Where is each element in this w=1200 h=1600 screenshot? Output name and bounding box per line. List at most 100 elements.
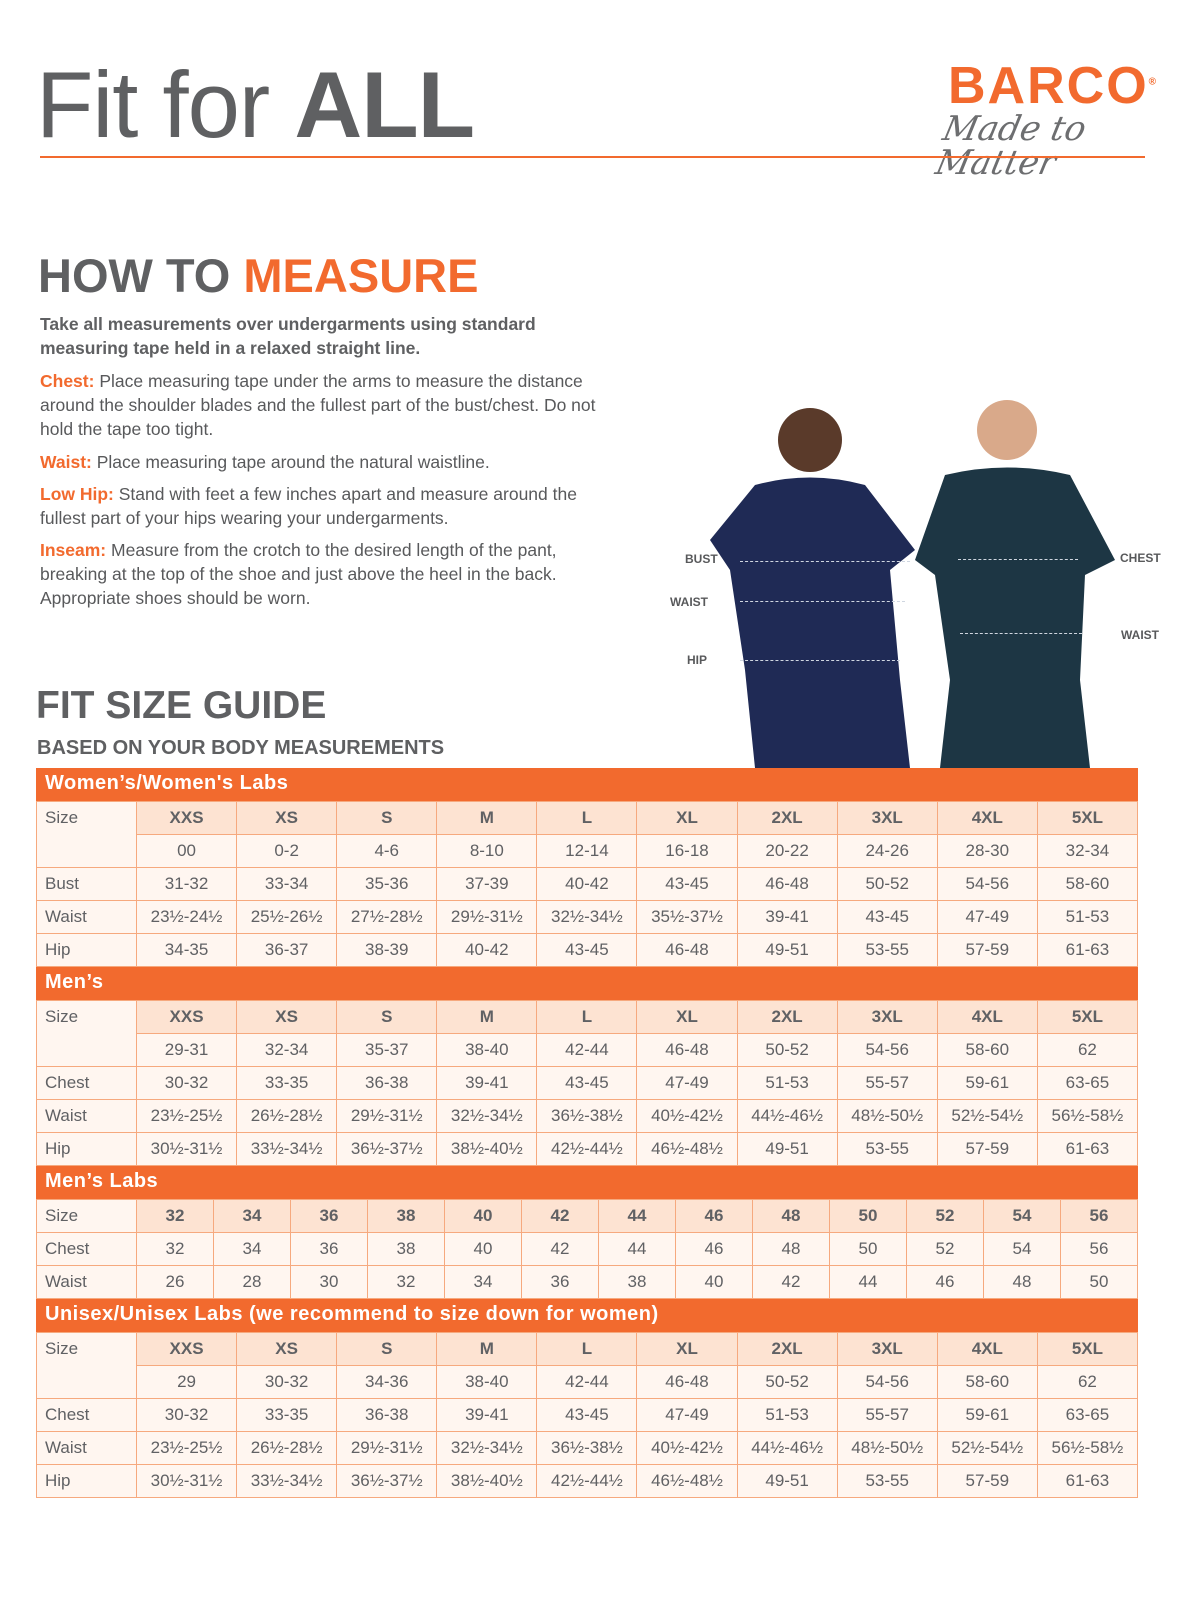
row-label: Hip — [36, 1132, 137, 1166]
measurement-cell: 40½-42½ — [636, 1431, 738, 1465]
measurement-cell: 32 — [136, 1232, 214, 1266]
table-row: Chest 32 34 36 38 40 42 44 46 48 50 52 54 56 — [36, 1232, 1138, 1266]
row-label: Chest — [36, 1398, 137, 1432]
size-header-cell: 44 — [598, 1199, 676, 1233]
measurement-cell: 46 — [675, 1232, 753, 1266]
measurement-cell: 27½-28½ — [336, 900, 438, 934]
measurement-cell: 36½-38½ — [536, 1431, 638, 1465]
size-tables: Women’s/Women's Labs Size XXS XS S M L XL 2XL 3XL… — [36, 768, 1139, 1498]
size-header-cell: S — [336, 1332, 438, 1366]
inseam-instruction: Inseam: Measure from the crotch to the d… — [40, 538, 610, 610]
table-row: Size 32 34 36 38 40 42 44 46 48 50 52 54 56 — [36, 1199, 1138, 1233]
measurement-cell: 40 — [444, 1232, 522, 1266]
measurement-cell: 53-55 — [836, 1464, 938, 1498]
measurement-cell: 46-48 — [636, 933, 738, 967]
numeric-size-cell: 12-14 — [536, 834, 638, 868]
hip-instruction: Low Hip: Stand with feet a few inches ap… — [40, 482, 610, 530]
measurement-cell: 36-38 — [336, 1398, 438, 1432]
row-label: Waist — [36, 1099, 137, 1133]
heading-accent: MEASURE — [243, 249, 479, 302]
size-header-cell: XXS — [135, 1000, 238, 1034]
measurement-cell: 36-37 — [236, 933, 338, 967]
measurement-cell: 44 — [829, 1265, 907, 1299]
measurement-cell: 25½-26½ — [236, 900, 338, 934]
measurement-cell: 29½-31½ — [336, 1099, 438, 1133]
table-row: Hip 30½-31½ 33½-34½ 36½-37½ 38½-40½ 42½-44½ 46… — [36, 1464, 1139, 1498]
measurement-cell: 47-49 — [636, 1398, 738, 1432]
measurement-cell: 53-55 — [836, 1132, 938, 1166]
measurement-cell: 54 — [983, 1232, 1061, 1266]
table-row: Chest 30-32 33-35 36-38 39-41 43-45 47-49 51-53… — [36, 1398, 1139, 1432]
table-row: Waist 23½-25½ 26½-28½ 29½-31½ 32½-34½ 36½-38½… — [36, 1431, 1139, 1465]
table-row: Hip 34-35 36-37 38-39 40-42 43-45 46-48 49-51 53… — [36, 933, 1139, 967]
chest-instruction: Chest: Place measuring tape under the ar… — [40, 369, 610, 441]
size-header-cell: 5XL — [1036, 801, 1139, 835]
model-photo: BUST WAIST HIP CHEST WAIST — [660, 380, 1180, 768]
size-header-cell: 38 — [367, 1199, 445, 1233]
measurement-cell: 33-34 — [236, 867, 338, 901]
measurement-cell: 58-60 — [1036, 867, 1139, 901]
page-title: Fit for ALL — [36, 58, 475, 152]
measurement-cell: 38-39 — [336, 933, 438, 967]
measurement-cell: 40½-42½ — [636, 1099, 738, 1133]
measurement-cell: 43-45 — [536, 1398, 638, 1432]
text: Place measuring tape around the natural … — [96, 452, 490, 472]
size-header-cell: 52 — [906, 1199, 984, 1233]
measurement-cell: 23½-24½ — [135, 900, 238, 934]
measurement-cell: 38 — [367, 1232, 445, 1266]
measurement-cell: 38 — [598, 1265, 676, 1299]
measurement-cell: 50-52 — [836, 867, 938, 901]
measurement-cell: 56½-58½ — [1036, 1431, 1139, 1465]
measurement-cell: 33½-34½ — [236, 1464, 338, 1498]
numeric-size-cell: 0-2 — [236, 834, 338, 868]
bust-label: BUST — [685, 552, 718, 566]
size-table: Size XXS XS S M L XL 2XL 3XL 4XL 5XL 29 30-32 34-36 38… — [36, 1332, 1139, 1498]
numeric-size-cell: 20-22 — [736, 834, 838, 868]
measurement-cell: 40-42 — [436, 933, 538, 967]
numeric-size-cell: 38-40 — [436, 1365, 538, 1399]
numeric-size-cell: 24-26 — [836, 834, 938, 868]
measurement-cell: 30½-31½ — [135, 1132, 238, 1166]
size-table-title: Unisex/Unisex Labs (we recommend to size… — [36, 1299, 1138, 1332]
measurement-cell: 34-35 — [135, 933, 238, 967]
size-header-cell: 48 — [752, 1199, 830, 1233]
measurement-cell: 59-61 — [936, 1066, 1038, 1100]
measurement-cell: 35-36 — [336, 867, 438, 901]
measurement-cell: 38½-40½ — [436, 1132, 538, 1166]
size-header-cell: S — [336, 1000, 438, 1034]
measurement-cell: 55-57 — [836, 1066, 938, 1100]
size-header-cell: XL — [636, 1332, 738, 1366]
measurement-cell: 56½-58½ — [1036, 1099, 1139, 1133]
numeric-size-cell: 46-48 — [636, 1033, 738, 1067]
size-table-title: Women’s/Women's Labs — [36, 768, 1138, 801]
size-header-cell: XS — [236, 1332, 338, 1366]
size-header-cell: 3XL — [836, 1000, 938, 1034]
row-label: Waist — [36, 1431, 137, 1465]
numeric-size-cell: 42-44 — [536, 1033, 638, 1067]
text: Stand with feet a few inches apart and m… — [40, 484, 577, 528]
measurement-cell: 32½-34½ — [436, 1431, 538, 1465]
row-label: Hip — [36, 1464, 137, 1498]
measurement-cell: 43-45 — [536, 1066, 638, 1100]
size-header-cell: XL — [636, 801, 738, 835]
size-header-cell: L — [536, 1332, 638, 1366]
measurement-cell: 52 — [906, 1232, 984, 1266]
table-row: 29 30-32 34-36 38-40 42-44 46-48 50-52 54-56 58-… — [37, 1365, 1139, 1399]
how-to-measure-heading: HOW TO MEASURE — [38, 252, 478, 299]
measurement-cell: 51-53 — [1036, 900, 1139, 934]
numeric-size-cell: 32-34 — [236, 1033, 338, 1067]
measurement-cell: 37-39 — [436, 867, 538, 901]
measurement-cell: 55-57 — [836, 1398, 938, 1432]
numeric-size-cell: 4-6 — [336, 834, 438, 868]
size-header-cell: 4XL — [936, 1332, 1038, 1366]
title-light: Fit for — [36, 52, 295, 157]
measurement-cell: 63-65 — [1036, 1066, 1139, 1100]
measurement-cell: 31-32 — [135, 867, 238, 901]
measurement-cell: 39-41 — [436, 1066, 538, 1100]
measurement-cell: 30½-31½ — [135, 1464, 238, 1498]
numeric-size-cell: 32-34 — [1036, 834, 1139, 868]
barco-logo: BARCO® Made to Matter — [932, 60, 1160, 183]
numeric-size-cell: 54-56 — [836, 1365, 938, 1399]
size-header-cell: 40 — [444, 1199, 522, 1233]
